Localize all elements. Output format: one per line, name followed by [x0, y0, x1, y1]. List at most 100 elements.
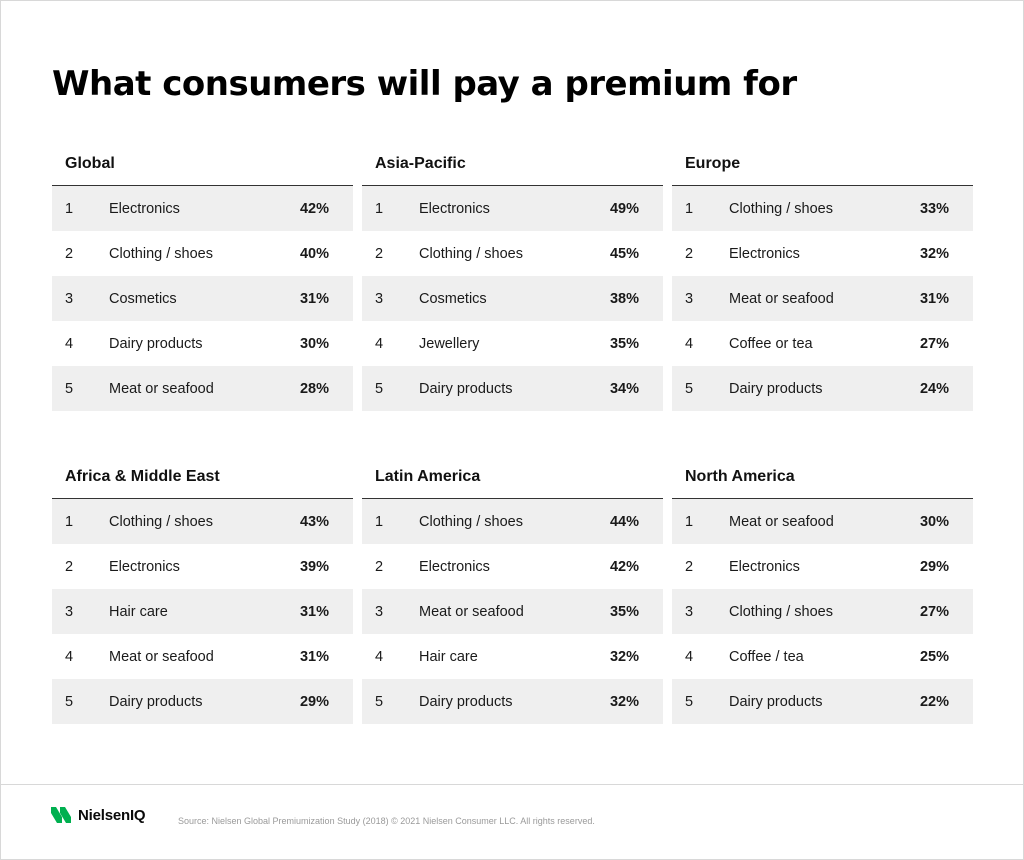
rank: 1	[685, 513, 694, 530]
item-label: Clothing / shoes	[109, 513, 213, 530]
rank: 3	[65, 290, 74, 307]
percent-value: 42%	[299, 200, 329, 217]
percent-value: 44%	[609, 513, 639, 530]
percent-value: 38%	[609, 290, 639, 307]
percent-value: 49%	[609, 200, 639, 217]
item-label: Clothing / shoes	[419, 245, 523, 262]
percent-value: 27%	[919, 603, 949, 620]
table-row: 1 Clothing / shoes 44%	[362, 499, 663, 544]
item-label: Meat or seafood	[419, 603, 524, 620]
rank: 2	[65, 245, 74, 262]
region-rows: 1 Electronics 49% 2 Clothing / shoes 45%…	[362, 186, 663, 411]
rank: 5	[685, 380, 694, 397]
table-row: 4 Jewellery 35%	[362, 321, 663, 366]
table-row: 2 Clothing / shoes 45%	[362, 231, 663, 276]
rank: 3	[65, 603, 74, 620]
region-rows: 1 Clothing / shoes 44% 2 Electronics 42%…	[362, 499, 663, 724]
nielseniq-logo: NielsenIQ	[50, 804, 146, 826]
region-title: Africa & Middle East	[52, 457, 353, 499]
logo-wordmark: NielsenIQ	[78, 806, 146, 824]
item-label: Dairy products	[109, 693, 203, 710]
percent-value: 32%	[609, 648, 639, 665]
table-row: 3 Meat or seafood 35%	[362, 589, 663, 634]
percent-value: 27%	[919, 335, 949, 352]
rank: 5	[375, 380, 384, 397]
rank: 2	[685, 558, 694, 575]
item-label: Cosmetics	[109, 290, 177, 307]
rank: 1	[685, 200, 694, 217]
rank: 4	[65, 335, 74, 352]
rank: 4	[375, 335, 384, 352]
percent-value: 29%	[299, 693, 329, 710]
region-rows: 1 Clothing / shoes 33% 2 Electronics 32%…	[672, 186, 973, 411]
percent-value: 35%	[609, 335, 639, 352]
percent-value: 35%	[609, 603, 639, 620]
rank: 3	[375, 603, 384, 620]
item-label: Coffee / tea	[729, 648, 804, 665]
item-label: Electronics	[729, 245, 800, 262]
table-row: 5 Dairy products 22%	[672, 679, 973, 724]
region-title: Asia-Pacific	[362, 144, 663, 186]
item-label: Hair care	[109, 603, 168, 620]
percent-value: 39%	[299, 558, 329, 575]
table-row: 4 Meat or seafood 31%	[52, 634, 353, 679]
item-label: Electronics	[109, 200, 180, 217]
percent-value: 32%	[919, 245, 949, 262]
percent-value: 24%	[919, 380, 949, 397]
rank: 1	[65, 513, 74, 530]
region-title: Europe	[672, 144, 973, 186]
table-row: 4 Coffee / tea 25%	[672, 634, 973, 679]
item-label: Electronics	[729, 558, 800, 575]
table-row: 5 Dairy products 24%	[672, 366, 973, 411]
table-row: 3 Cosmetics 31%	[52, 276, 353, 321]
table-row: 1 Clothing / shoes 33%	[672, 186, 973, 231]
rank: 1	[375, 513, 384, 530]
item-label: Meat or seafood	[729, 513, 834, 530]
item-label: Hair care	[419, 648, 478, 665]
item-label: Electronics	[419, 200, 490, 217]
page-title: What consumers will pay a premium for	[52, 64, 797, 104]
table-row: 5 Meat or seafood 28%	[52, 366, 353, 411]
rank: 4	[685, 335, 694, 352]
item-label: Clothing / shoes	[729, 200, 833, 217]
percent-value: 40%	[299, 245, 329, 262]
item-label: Meat or seafood	[109, 380, 214, 397]
rank: 2	[375, 245, 384, 262]
table-row: 4 Dairy products 30%	[52, 321, 353, 366]
table-row: 2 Electronics 42%	[362, 544, 663, 589]
item-label: Meat or seafood	[729, 290, 834, 307]
table-row: 3 Clothing / shoes 27%	[672, 589, 973, 634]
table-row: 2 Electronics 32%	[672, 231, 973, 276]
percent-value: 31%	[299, 648, 329, 665]
region-title: North America	[672, 457, 973, 499]
region-rows: 1 Electronics 42% 2 Clothing / shoes 40%…	[52, 186, 353, 411]
percent-value: 29%	[919, 558, 949, 575]
rank: 4	[375, 648, 384, 665]
percent-value: 31%	[299, 603, 329, 620]
item-label: Clothing / shoes	[109, 245, 213, 262]
table-row: 4 Coffee or tea 27%	[672, 321, 973, 366]
item-label: Cosmetics	[419, 290, 487, 307]
item-label: Clothing / shoes	[419, 513, 523, 530]
rank: 3	[375, 290, 384, 307]
rank: 2	[375, 558, 384, 575]
item-label: Jewellery	[419, 335, 480, 352]
rank: 5	[65, 380, 74, 397]
table-row: 3 Hair care 31%	[52, 589, 353, 634]
percent-value: 32%	[609, 693, 639, 710]
item-label: Dairy products	[729, 380, 823, 397]
table-row: 5 Dairy products 34%	[362, 366, 663, 411]
percent-value: 22%	[919, 693, 949, 710]
region-rows: 1 Meat or seafood 30% 2 Electronics 29% …	[672, 499, 973, 724]
footer-divider	[0, 784, 1024, 785]
region-title: Latin America	[362, 457, 663, 499]
region-table-global: Global 1 Electronics 42% 2 Clothing / sh…	[52, 144, 353, 411]
percent-value: 45%	[609, 245, 639, 262]
region-table-europe: Europe 1 Clothing / shoes 33% 2 Electron…	[672, 144, 973, 411]
region-table-north-america: North America 1 Meat or seafood 30% 2 El…	[672, 457, 973, 724]
rank: 2	[65, 558, 74, 575]
table-row: 5 Dairy products 29%	[52, 679, 353, 724]
source-note: Source: Nielsen Global Premiumization St…	[178, 816, 595, 826]
item-label: Electronics	[109, 558, 180, 575]
